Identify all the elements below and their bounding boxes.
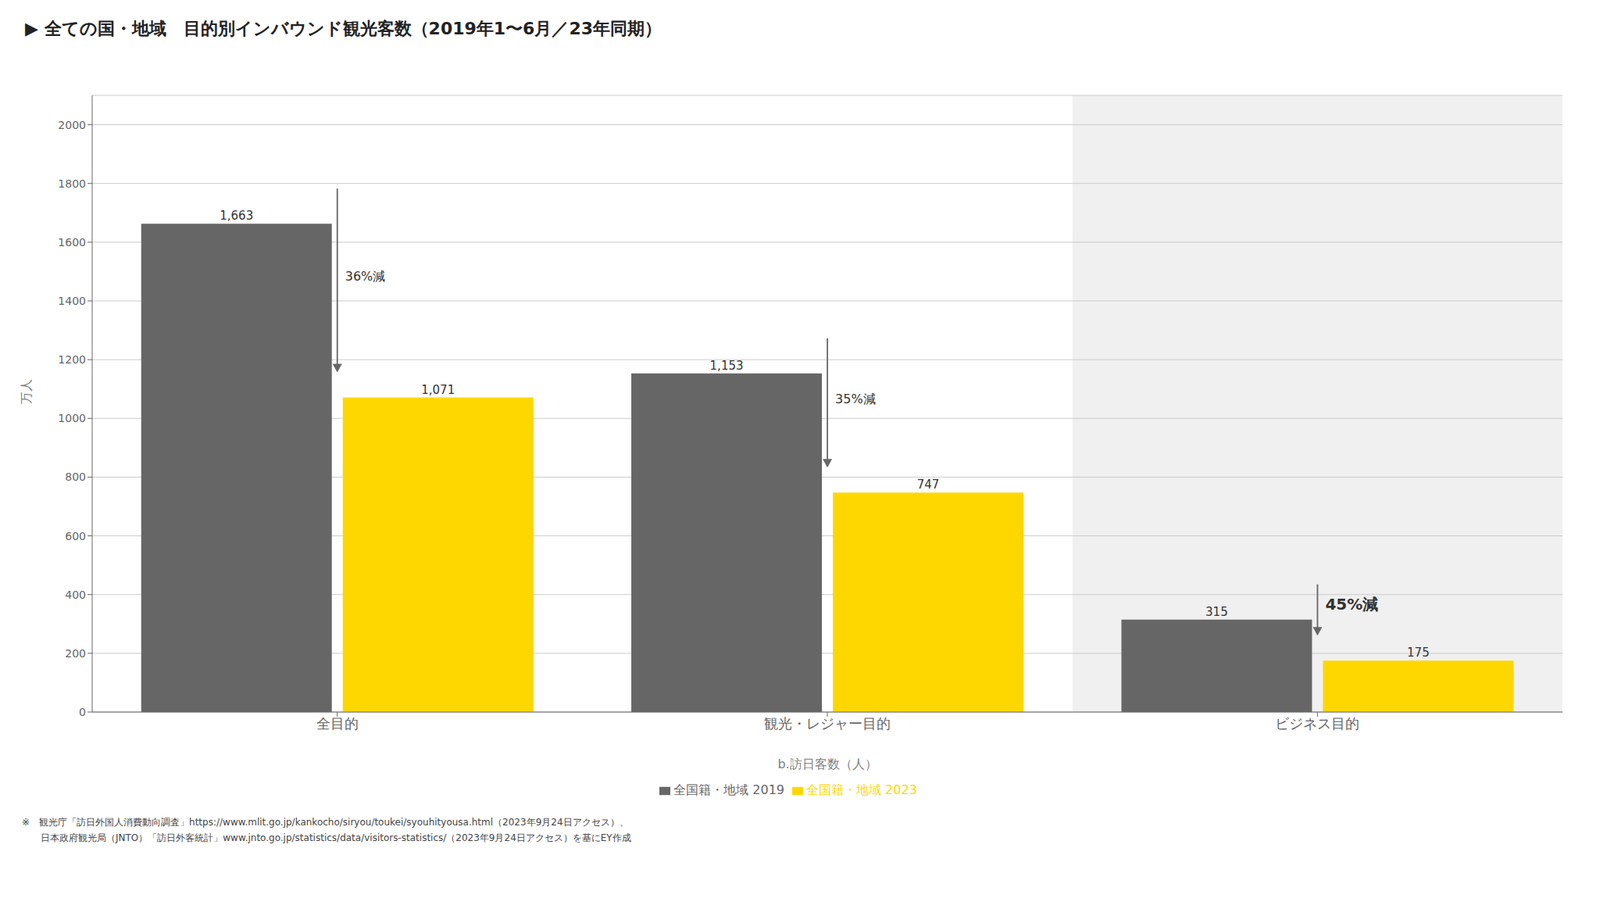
svg-text:35%減: 35%減 — [835, 391, 876, 407]
html-text:▶ 全ての国・地域 目的別インバウンド観光客数（2019年1: ▶ 全ての国・地域 目的別インバウンド観光客数（2019年1〜6月／23年同期） — [25, 18, 662, 39]
svg-text:観光・レジャー目的: 観光・レジャー目的 — [764, 714, 891, 732]
svg-text:万人: 万人 — [18, 378, 34, 404]
svg-text:1000: 1000 — [57, 411, 86, 425]
html-text:日本政府観光局（JNTO）「訪日外客統計」www.jnto.: 日本政府観光局（JNTO）「訪日外客統計」www.jnto.go.jp/stat… — [21, 832, 632, 844]
svg-text:b.訪日客数（人）: b.訪日客数（人） — [777, 756, 877, 772]
html-text:全国籍・地域 2023: 全国籍・地域 2023 — [806, 782, 918, 797]
svg-text:747: 747 — [917, 477, 940, 492]
svg-text:200: 200 — [64, 646, 86, 660]
svg-text:45%減: 45%減 — [1325, 594, 1379, 614]
svg-text:1,153: 1,153 — [710, 358, 744, 373]
html-text:全国籍・地域 2019: 全国籍・地域 2019 — [673, 782, 785, 797]
svg-text:600: 600 — [64, 529, 86, 543]
svg-text:175: 175 — [1407, 645, 1430, 660]
svg-text:1600: 1600 — [57, 235, 86, 249]
svg-text:36%減: 36%減 — [345, 268, 386, 284]
svg-text:1800: 1800 — [57, 177, 86, 190]
svg-text:800: 800 — [64, 470, 86, 483]
html-text:※ 観光庁「訪日外国人消費動向調査」https://www.: ※ 観光庁「訪日外国人消費動向調査」https://www.mlit.go.jp… — [21, 816, 629, 828]
svg-text:1,663: 1,663 — [219, 208, 254, 223]
svg-text:2000: 2000 — [57, 118, 86, 132]
svg-text:315: 315 — [1205, 604, 1229, 619]
svg-text:0: 0 — [78, 705, 86, 718]
svg-text:1200: 1200 — [57, 353, 86, 366]
svg-text:全目的: 全目的 — [316, 714, 359, 732]
svg-text:1,071: 1,071 — [421, 382, 455, 397]
svg-text:400: 400 — [64, 588, 86, 601]
svg-text:ビジネス目的: ビジネス目的 — [1275, 714, 1360, 732]
svg-text:1400: 1400 — [57, 294, 86, 308]
